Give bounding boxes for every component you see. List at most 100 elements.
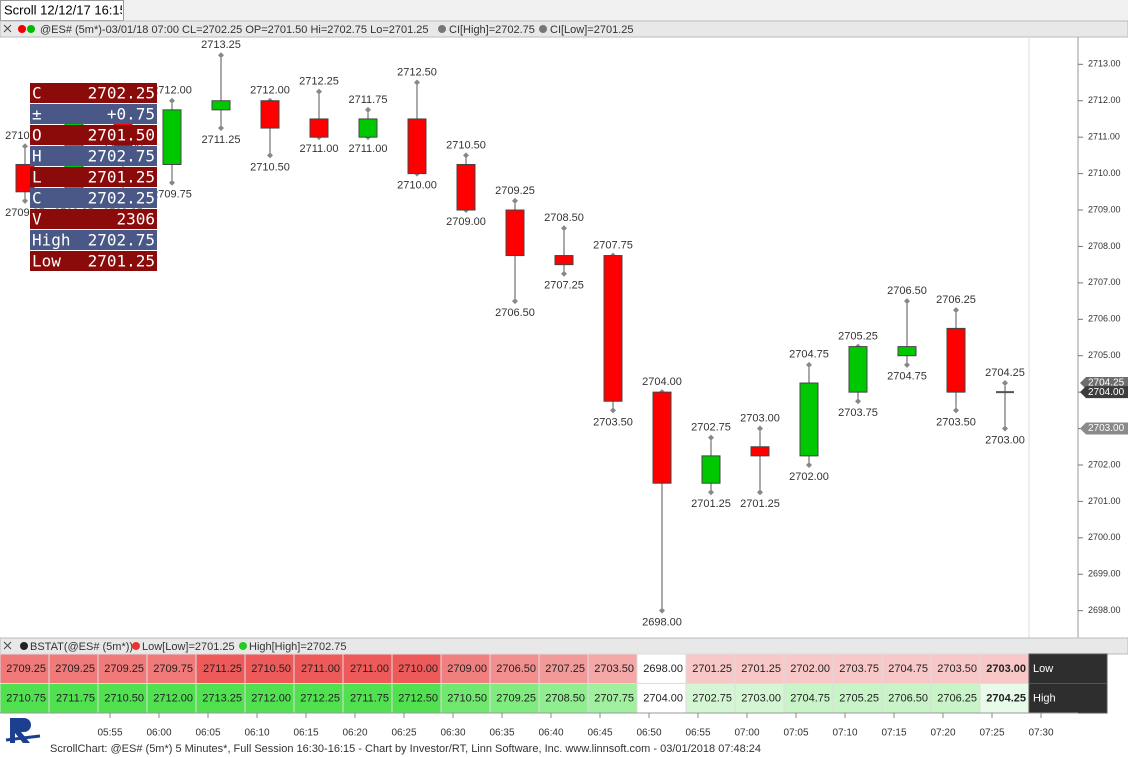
- high-label: 2711.75: [349, 94, 388, 106]
- low-label: 2709.00: [446, 216, 486, 228]
- table-cell: [685, 653, 736, 684]
- data-window-value: 2702.75: [88, 231, 155, 250]
- dot: [539, 25, 547, 33]
- low-label: 2711.00: [349, 143, 388, 155]
- table-value: 2703.50: [937, 663, 977, 675]
- body: [652, 391, 672, 484]
- data-window-row: [30, 209, 157, 229]
- high-label: 2703.00: [740, 412, 780, 424]
- low-label: 2711.25: [202, 134, 241, 146]
- high-label: 2708.50: [544, 212, 584, 224]
- y-tick-label: 2712.00: [1088, 95, 1121, 105]
- row-label-cell: [1028, 653, 1108, 684]
- row-label: Low: [1033, 663, 1053, 675]
- high-label: 2710.50: [446, 139, 486, 151]
- wick-end: [1002, 425, 1008, 432]
- data-window-label: ±: [32, 105, 42, 124]
- price-marker: [1080, 422, 1128, 435]
- body: [848, 346, 868, 393]
- table-value: 2713.25: [202, 692, 242, 704]
- dot: [438, 25, 446, 33]
- ci-high: CI[High]=2702.75: [449, 24, 535, 36]
- row-label: High: [1033, 692, 1056, 704]
- high-label: 2704.00: [642, 376, 682, 388]
- table-cell: [587, 653, 638, 684]
- table-value: 2704.00: [643, 692, 683, 704]
- table-cell: [783, 683, 834, 714]
- high-label: 2706.25: [936, 294, 976, 306]
- data-window-label: O: [32, 126, 42, 145]
- table-cell: [97, 653, 148, 684]
- data-window-row: [30, 125, 157, 145]
- wick-end: [267, 152, 273, 159]
- time-label: 06:45: [587, 728, 612, 739]
- wick-end: [169, 97, 175, 104]
- low-label: 2703.00: [985, 434, 1025, 446]
- low-label: 2709.75: [152, 189, 192, 201]
- time-label: 06:40: [538, 728, 563, 739]
- time-label: 06:10: [244, 728, 269, 739]
- table-value: 2711.75: [56, 692, 95, 704]
- table-value: 2710.50: [447, 692, 487, 704]
- body: [799, 382, 819, 457]
- data-window-value: 2701.50: [88, 126, 155, 145]
- table-value: 2710.50: [104, 692, 144, 704]
- high-label: 2704.75: [789, 349, 829, 361]
- low-label: 2703.50: [936, 416, 976, 428]
- table-value: 2704.75: [888, 663, 928, 675]
- table-cell: [587, 683, 638, 714]
- high-label: 2709.25: [495, 185, 535, 197]
- table-cell: [146, 653, 197, 684]
- y-tick-label: 2699.00: [1088, 569, 1121, 579]
- table-value: 2706.25: [937, 692, 977, 704]
- dot: [18, 25, 26, 33]
- data-window-label: High: [32, 231, 71, 250]
- table-value: 2711.00: [350, 663, 389, 675]
- time-label: 07:20: [930, 728, 955, 739]
- table-value: 2701.25: [692, 663, 732, 675]
- wick-end: [904, 298, 910, 305]
- body: [407, 118, 427, 175]
- table-cell: [979, 683, 1030, 714]
- price-marker: [1080, 377, 1128, 390]
- table-value: 2703.75: [839, 663, 879, 675]
- table-value: 2710.75: [6, 692, 46, 704]
- price-marker-label: 2704.00: [1088, 387, 1125, 398]
- high-label: 2707.75: [593, 239, 633, 251]
- data-window-row: [30, 188, 157, 208]
- price-marker-label: 2703.00: [1088, 423, 1125, 434]
- wick-end: [708, 434, 714, 441]
- logo-swoosh: [5, 734, 41, 742]
- table-value: 2704.25: [986, 692, 1026, 704]
- wick-end: [659, 607, 665, 614]
- time-label: 07:00: [734, 728, 759, 739]
- chart-header: [0, 20, 1128, 38]
- body: [358, 118, 378, 138]
- data-window-label: V: [32, 210, 42, 229]
- body: [701, 455, 721, 484]
- table-value: 2709.00: [447, 663, 487, 675]
- y-tick-label: 2710.00: [1088, 168, 1121, 178]
- time-label: 06:20: [342, 728, 367, 739]
- close-icon[interactable]: [3, 641, 12, 650]
- y-tick-label: 2708.00: [1088, 241, 1121, 251]
- table-cell: [391, 683, 442, 714]
- table-value: 2711.00: [301, 663, 340, 675]
- wick-end: [855, 398, 861, 405]
- body: [897, 346, 917, 357]
- wick-end: [365, 106, 371, 113]
- data-window-value: 2306: [116, 210, 155, 229]
- wick-end: [512, 197, 518, 204]
- table-value: 2710.50: [251, 663, 291, 675]
- wick-end: [1002, 380, 1008, 387]
- close-icon[interactable]: [3, 24, 12, 33]
- wick-end: [610, 407, 616, 414]
- top-bar: [0, 0, 1128, 21]
- data-window-value: 2702.25: [88, 189, 155, 208]
- wick-end: [316, 88, 322, 95]
- body: [309, 118, 329, 138]
- table-cell: [342, 683, 393, 714]
- high-label: 2712.50: [397, 66, 437, 78]
- table-cell: [489, 683, 540, 714]
